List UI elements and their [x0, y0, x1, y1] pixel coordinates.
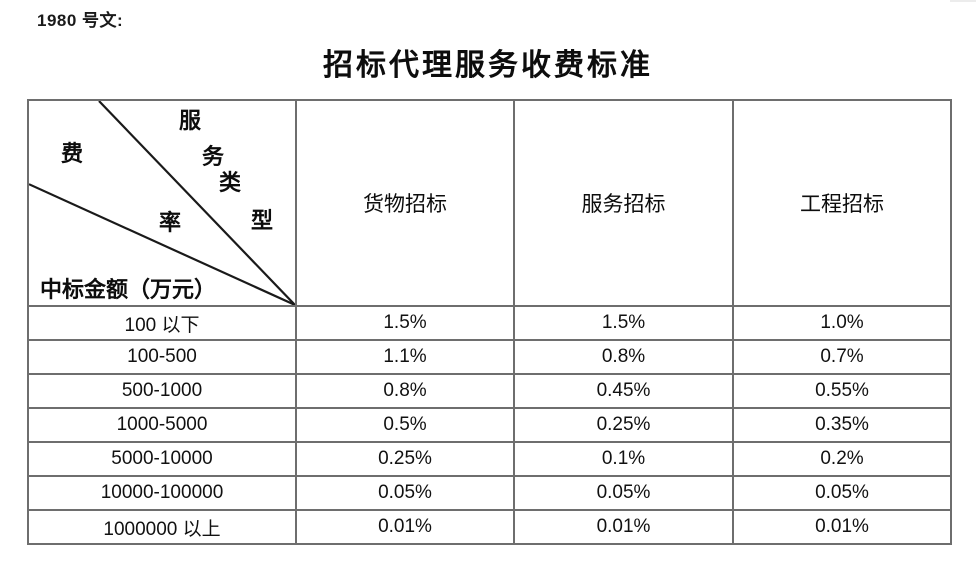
column-header-goods-bidding: 货物招标 [295, 99, 515, 307]
fee-cell: 0.05% [732, 475, 952, 511]
diagonal-divider-lines [30, 102, 294, 304]
fee-cell: 0.01% [732, 509, 952, 545]
column-header-works-bidding: 工程招标 [732, 99, 952, 307]
row-label: 1000-5000 [27, 407, 297, 443]
fee-cell: 0.35% [732, 407, 952, 443]
fee-cell: 0.8% [513, 339, 734, 375]
table-row: 1000-5000 0.5% 0.25% 0.35% [27, 407, 952, 443]
table-row: 100 以下 1.5% 1.5% 1.0% [27, 305, 952, 341]
row-label: 500-1000 [27, 373, 297, 409]
table-row: 1000000 以上 0.01% 0.01% 0.01% [27, 509, 952, 545]
fee-cell: 0.7% [732, 339, 952, 375]
fee-table: 服 务 类 型 费 率 中标金额（万元） 货物招标 服务招标 工程招标 100 … [27, 99, 952, 545]
fee-cell: 0.55% [732, 373, 952, 409]
diagonal-line-lower [30, 183, 294, 304]
table-corner-header: 服 务 类 型 费 率 中标金额（万元） [27, 99, 297, 307]
table-row: 10000-100000 0.05% 0.05% 0.05% [27, 475, 952, 511]
fee-cell: 1.5% [513, 305, 734, 341]
fee-cell: 1.0% [732, 305, 952, 341]
column-header-services-bidding: 服务招标 [513, 99, 734, 307]
fee-cell: 0.05% [295, 475, 515, 511]
diagonal-line-upper [98, 102, 294, 304]
corner-service-type-char: 型 [251, 208, 274, 233]
fee-cell: 0.5% [295, 407, 515, 443]
row-label: 100 以下 [27, 305, 297, 341]
row-label: 100-500 [27, 339, 297, 375]
fee-cell: 0.45% [513, 373, 734, 409]
window-edge-artifact [950, 0, 976, 2]
corner-service-type-char: 服 [179, 108, 202, 133]
corner-service-type-char: 类 [219, 170, 242, 195]
fee-cell: 1.1% [295, 339, 515, 375]
fee-cell: 1.5% [295, 305, 515, 341]
fee-cell: 0.1% [513, 441, 734, 477]
corner-service-type-char: 务 [202, 144, 225, 169]
fee-cell: 0.05% [513, 475, 734, 511]
corner-amount-axis-label: 中标金额（万元） [40, 277, 217, 302]
table-row: 5000-10000 0.25% 0.1% 0.2% [27, 441, 952, 477]
table-row: 500-1000 0.8% 0.45% 0.55% [27, 373, 952, 409]
corner-fee-rate-char: 率 [159, 210, 182, 235]
table-header-row: 服 务 类 型 费 率 中标金额（万元） 货物招标 服务招标 工程招标 [27, 99, 952, 307]
row-label: 5000-10000 [27, 441, 297, 477]
corner-fee-rate-char: 费 [61, 141, 84, 166]
fee-cell: 0.01% [513, 509, 734, 545]
doc-number-label: 1980 号文: [37, 11, 124, 30]
fee-cell: 0.25% [295, 441, 515, 477]
fee-cell: 0.01% [295, 509, 515, 545]
fee-cell: 0.8% [295, 373, 515, 409]
table-row: 100-500 1.1% 0.8% 0.7% [27, 339, 952, 375]
page-title: 招标代理服务收费标准 [323, 49, 653, 82]
row-label: 10000-100000 [27, 475, 297, 511]
fee-cell: 0.25% [513, 407, 734, 443]
fee-cell: 0.2% [732, 441, 952, 477]
row-label: 1000000 以上 [27, 509, 297, 545]
